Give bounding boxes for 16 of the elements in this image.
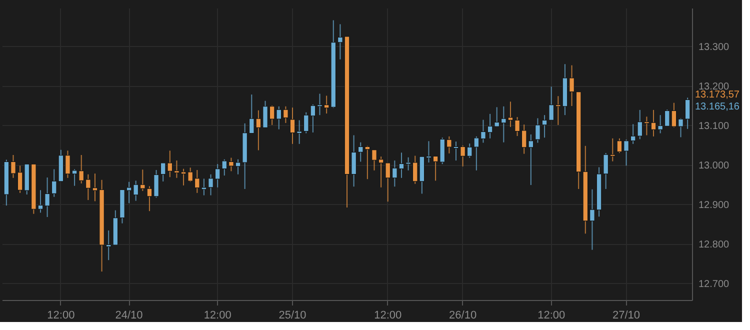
text: 13.173,57 — [695, 90, 740, 101]
text: 13.165,16 — [695, 102, 740, 113]
y-tick-label: 12.700 — [698, 278, 730, 290]
x-tick-label: 24/10 — [115, 310, 143, 322]
x-tick-label: 26/10 — [449, 310, 477, 322]
y-tick-label: 13.100 — [698, 120, 730, 132]
x-tick-label: 27/10 — [612, 310, 640, 322]
y-tick-label: 13.300 — [698, 42, 730, 53]
y-tick-label: 13.000 — [698, 160, 730, 172]
x-tick-label: 12:00 — [204, 310, 232, 322]
x-tick-label: 25/10 — [278, 310, 306, 322]
x-tick-label: 12:00 — [47, 310, 75, 322]
x-tick-label: 12:00 — [538, 310, 566, 322]
x-tick-label: 12:00 — [374, 310, 402, 322]
y-tick-label: 12.900 — [698, 200, 730, 211]
y-tick-label: 12.800 — [698, 239, 730, 250]
